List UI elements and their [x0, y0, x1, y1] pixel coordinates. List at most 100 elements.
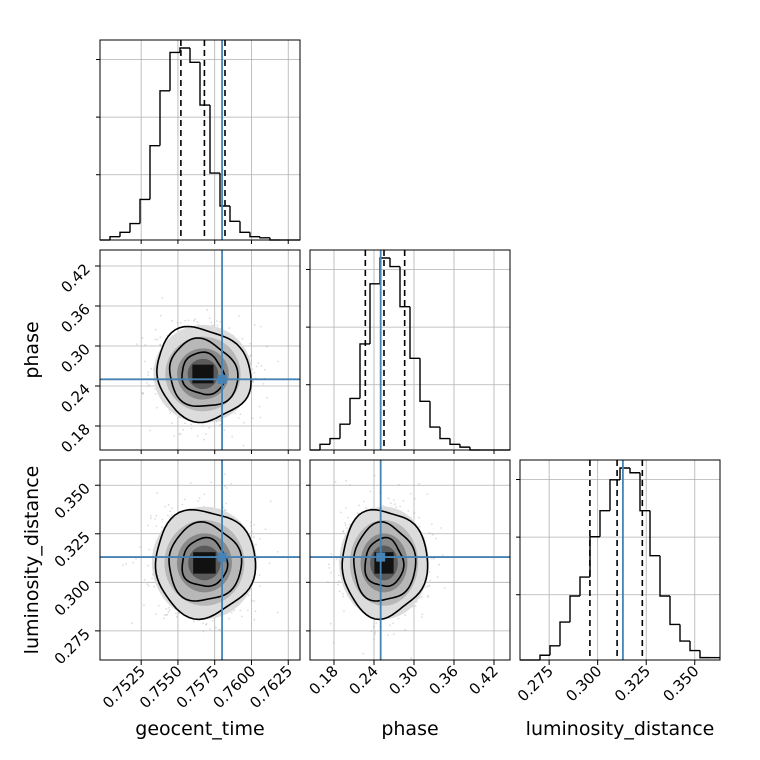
- sample-point: [147, 371, 150, 374]
- sample-point: [161, 518, 164, 521]
- xtick-label-phase-1: 0.24: [345, 662, 381, 698]
- hist-bin-phase-2: [329, 437, 340, 445]
- sample-point: [189, 482, 192, 484]
- xtick-label-luminosity-distance-3: 0.350: [659, 662, 702, 705]
- sample-point: [132, 561, 134, 564]
- sample-point: [169, 412, 172, 414]
- sample-point: [417, 482, 420, 485]
- sample-point: [175, 612, 177, 615]
- sample-point: [431, 533, 434, 536]
- sample-point: [233, 609, 235, 612]
- sample-point: [193, 620, 195, 623]
- hist-bin-geocent-time-9: [189, 48, 200, 63]
- sample-point: [218, 628, 221, 631]
- sample-point: [334, 481, 337, 483]
- sample-point: [358, 504, 360, 507]
- sample-point: [428, 571, 431, 573]
- sample-point: [165, 607, 168, 610]
- sample-point: [171, 507, 173, 510]
- hist-bin-phase-11: [419, 358, 430, 402]
- hist-bin-geocent-time-12: [219, 173, 230, 207]
- xtick-label-luminosity-distance-1: 0.300: [562, 662, 605, 705]
- sample-point: [208, 426, 211, 429]
- hist-bin-phase-10: [409, 306, 420, 359]
- ytick-label-phase-2: 0.30: [57, 340, 93, 376]
- sample-point: [146, 381, 148, 384]
- sample-point: [413, 497, 416, 500]
- hist-bin-phase-3: [339, 423, 350, 439]
- sample-point: [395, 506, 398, 508]
- sample-point: [193, 319, 195, 322]
- sample-point: [179, 322, 182, 324]
- sample-point: [426, 493, 429, 496]
- ytick-label-luminosity-distance-1: 0.300: [51, 576, 94, 619]
- sample-point: [147, 564, 149, 567]
- hist-bin-luminosity-distance-15: [669, 596, 680, 626]
- sample-point: [205, 623, 208, 625]
- sample-point: [147, 384, 150, 387]
- sample-point: [234, 412, 237, 415]
- sample-point: [202, 630, 205, 633]
- sample-point: [404, 614, 407, 617]
- sample-point: [143, 604, 145, 606]
- truth-marker-geocent-time-vs-luminosity-distance: [217, 552, 227, 562]
- sample-point: [136, 343, 138, 346]
- sample-point: [373, 625, 375, 628]
- sample-point: [258, 574, 261, 577]
- hist-bin-phase-15: [459, 444, 470, 448]
- sample-point: [196, 321, 199, 323]
- sample-point: [149, 429, 152, 432]
- truth-marker-geocent-time-vs-phase: [217, 374, 227, 384]
- sample-point: [165, 614, 168, 616]
- ytick-label-phase-4: 0.42: [57, 260, 93, 296]
- sample-point: [154, 338, 157, 341]
- sample-point: [440, 527, 442, 529]
- xlabel-geocent-time: geocent_time: [135, 718, 264, 740]
- sample-point: [147, 584, 150, 587]
- sample-point: [374, 631, 377, 633]
- sample-point: [131, 622, 133, 625]
- sample-point: [242, 444, 245, 447]
- sample-point: [139, 546, 142, 548]
- sample-point: [148, 548, 151, 551]
- sample-point: [155, 525, 158, 528]
- sample-point: [438, 563, 440, 566]
- hist-bin-luminosity-distance-16: [679, 624, 690, 642]
- sample-point: [421, 616, 423, 618]
- sample-point: [243, 421, 246, 424]
- sample-point: [216, 324, 219, 327]
- sample-point: [255, 543, 257, 546]
- sample-point: [382, 504, 384, 507]
- sample-point: [342, 595, 345, 598]
- sample-point: [203, 438, 205, 441]
- sample-point: [252, 381, 254, 384]
- sample-point: [167, 514, 169, 517]
- sample-point: [176, 321, 179, 324]
- sample-point: [169, 510, 171, 512]
- sample-point: [239, 413, 242, 415]
- sample-point: [219, 424, 222, 426]
- sample-point: [142, 392, 145, 395]
- frame-geocent-time-vs-phase: [99, 249, 301, 451]
- hist-bin-geocent-time-16: [259, 236, 270, 239]
- sample-point: [151, 577, 153, 580]
- sample-point: [253, 536, 255, 539]
- sample-point: [197, 500, 200, 503]
- ytick-label-luminosity-distance-3: 0.350: [51, 479, 94, 522]
- sample-point: [428, 584, 431, 587]
- sample-point: [209, 628, 212, 630]
- sample-point: [156, 492, 159, 494]
- sample-point: [407, 510, 410, 512]
- sample-point: [163, 617, 166, 620]
- sample-point: [337, 574, 340, 577]
- hist-bin-luminosity-distance-4: [559, 621, 570, 646]
- contour-phase-vs-luminosity-distance-2: [341, 508, 429, 621]
- xtick-label-phase-3: 0.36: [425, 662, 461, 698]
- sample-point: [260, 364, 263, 367]
- sample-point: [228, 327, 231, 330]
- sample-point: [259, 585, 262, 588]
- sample-point: [418, 525, 421, 528]
- hist-bin-geocent-time-13: [229, 205, 240, 223]
- hist-bin-luminosity-distance-17: [689, 641, 700, 652]
